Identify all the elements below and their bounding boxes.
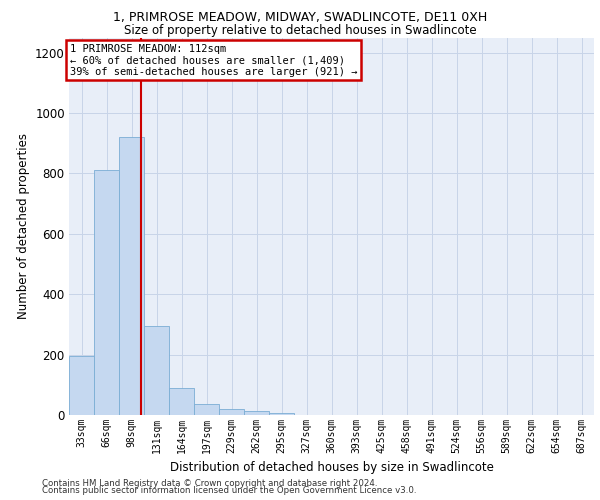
Y-axis label: Number of detached properties: Number of detached properties [17, 133, 29, 320]
Bar [169, 388, 194, 415]
Bar [219, 409, 244, 415]
Bar [269, 414, 294, 415]
Text: Contains public sector information licensed under the Open Government Licence v3: Contains public sector information licen… [42, 486, 416, 495]
Bar [69, 356, 94, 415]
Bar [194, 404, 219, 415]
Text: Contains HM Land Registry data © Crown copyright and database right 2024.: Contains HM Land Registry data © Crown c… [42, 478, 377, 488]
Bar [144, 326, 169, 415]
Text: 1 PRIMROSE MEADOW: 112sqm
← 60% of detached houses are smaller (1,409)
39% of se: 1 PRIMROSE MEADOW: 112sqm ← 60% of detac… [70, 44, 357, 76]
Bar [244, 412, 269, 415]
Text: 1, PRIMROSE MEADOW, MIDWAY, SWADLINCOTE, DE11 0XH: 1, PRIMROSE MEADOW, MIDWAY, SWADLINCOTE,… [113, 11, 487, 24]
Text: Size of property relative to detached houses in Swadlincote: Size of property relative to detached ho… [124, 24, 476, 37]
X-axis label: Distribution of detached houses by size in Swadlincote: Distribution of detached houses by size … [170, 462, 493, 474]
Bar [94, 170, 119, 415]
Bar [119, 137, 144, 415]
